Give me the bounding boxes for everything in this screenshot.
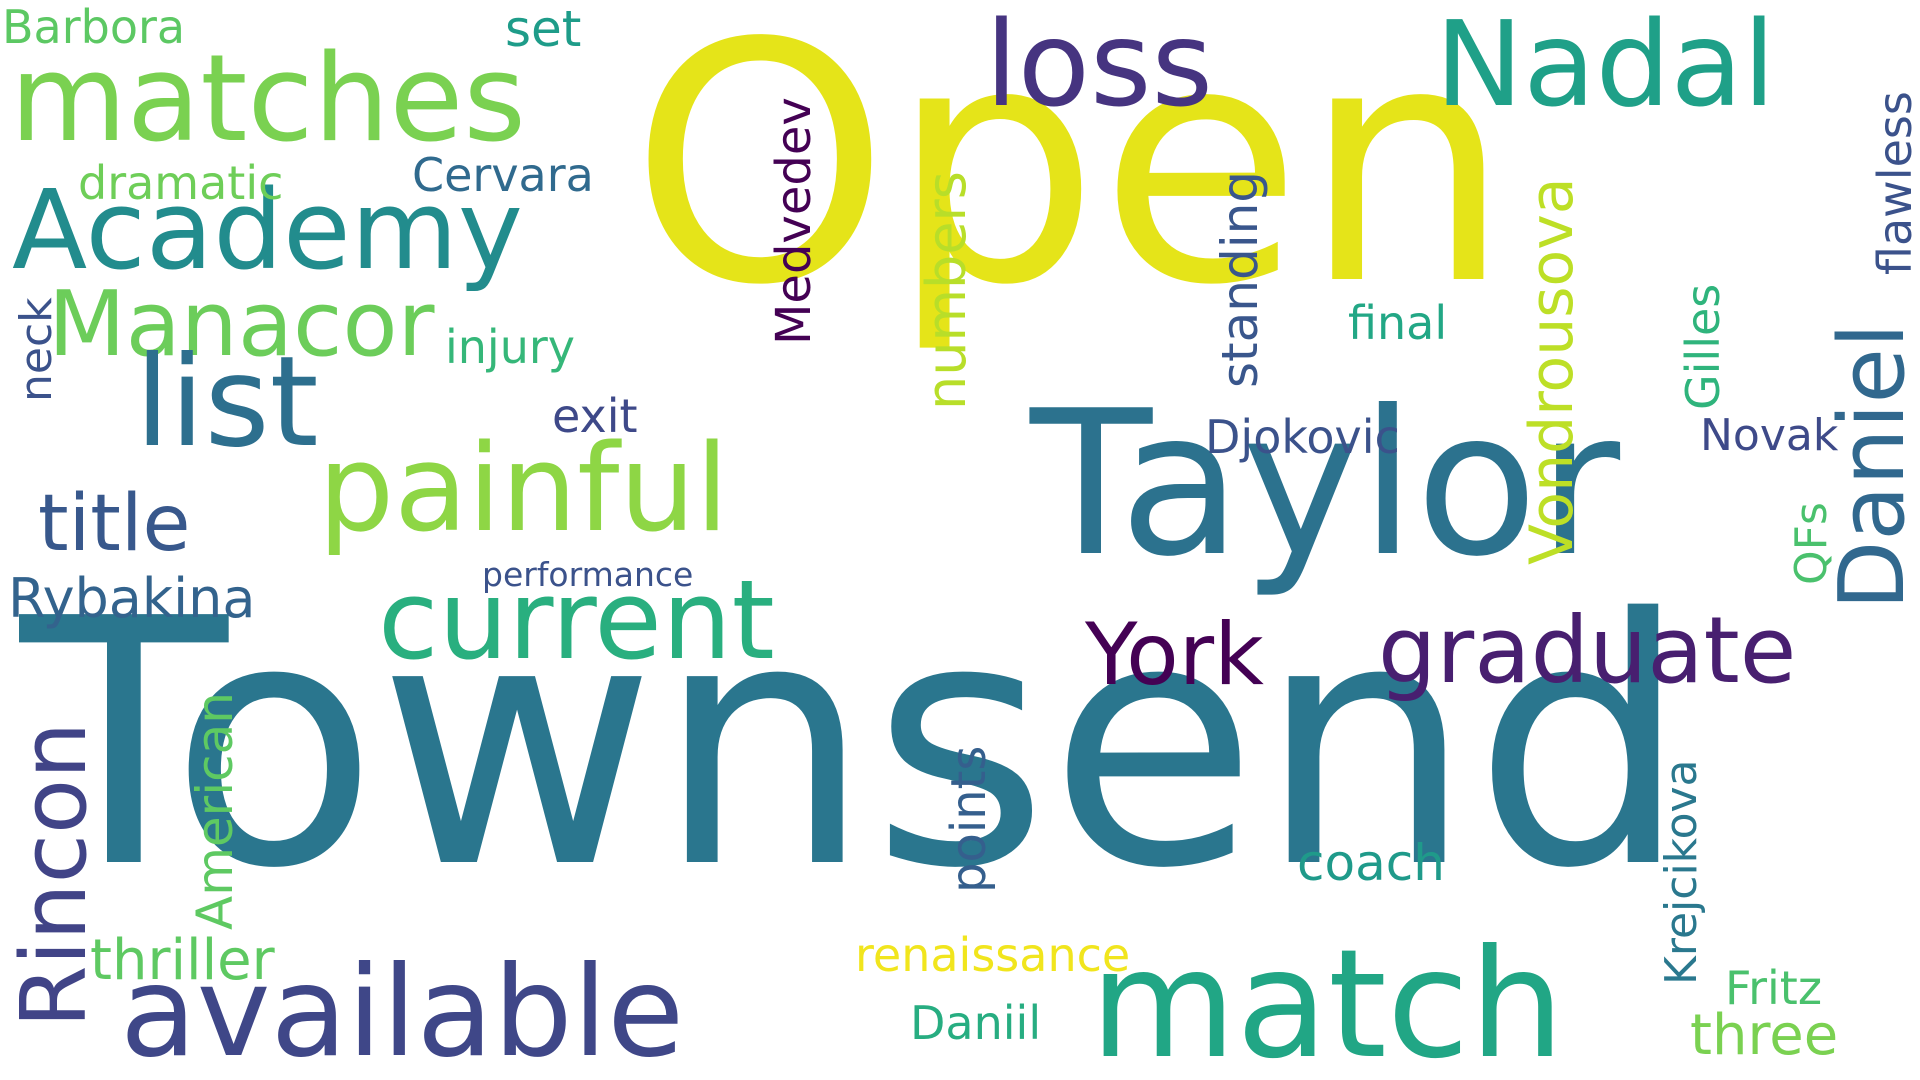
word-flawless: flawless xyxy=(1868,91,1920,275)
word-cervara: Cervara xyxy=(412,148,594,202)
word-djokovic: Djokovic xyxy=(1205,410,1400,464)
word-rybakina: Rybakina xyxy=(8,567,256,630)
word-loss: loss xyxy=(985,0,1213,133)
word-neck: neck xyxy=(11,297,62,402)
word-academy: Academy xyxy=(12,166,523,294)
word-current: current xyxy=(378,556,775,684)
word-daniil: Daniil xyxy=(910,996,1042,1050)
word-dramatic: dramatic xyxy=(78,156,284,210)
word-barbora: Barbora xyxy=(2,0,186,54)
word-nadal: Nadal xyxy=(1435,0,1776,133)
word-performance: performance xyxy=(482,555,694,594)
word-renaissance: renaissance xyxy=(855,928,1131,982)
word-manacor: Manacor xyxy=(48,272,435,377)
word-medvedev: Medvedev xyxy=(766,97,822,345)
word-standing: standing xyxy=(1211,170,1269,388)
word-available: available xyxy=(120,940,685,1080)
word-final: final xyxy=(1348,296,1448,350)
word-thriller: thriller xyxy=(90,928,275,993)
word-match: match xyxy=(1090,918,1565,1080)
word-injury: injury xyxy=(445,320,576,374)
word-vondrousova: Vondrousova xyxy=(1517,177,1587,565)
word-novak: Novak xyxy=(1700,410,1839,461)
word-coach: coach xyxy=(1297,834,1445,892)
word-york: York xyxy=(1085,605,1264,705)
word-taylor: Taylor xyxy=(1030,368,1621,601)
word-open: Open xyxy=(630,0,1512,357)
word-three: three xyxy=(1690,1003,1839,1068)
word-graduate: graduate xyxy=(1378,597,1797,704)
word-exit: exit xyxy=(552,389,638,443)
word-american: American xyxy=(186,692,244,930)
word-points: points xyxy=(941,745,997,893)
word-gilles: Gilles xyxy=(1676,283,1730,410)
word-matches: matches xyxy=(10,30,526,169)
word-title: title xyxy=(38,479,191,569)
word-rincon: Rincon xyxy=(2,721,107,1028)
word-painful: painful xyxy=(318,420,729,559)
word-townsend: Townsend xyxy=(20,547,1690,943)
word-numbers: numbers xyxy=(915,171,978,410)
word-list: list xyxy=(135,330,319,475)
word-fritz: Fritz xyxy=(1725,961,1822,1015)
word-qfs: QFs xyxy=(1786,502,1837,585)
word-krejcikova: Krejcikova xyxy=(1656,759,1707,985)
word-daniel: Daniel xyxy=(1820,323,1920,610)
word-set: set xyxy=(505,0,582,58)
